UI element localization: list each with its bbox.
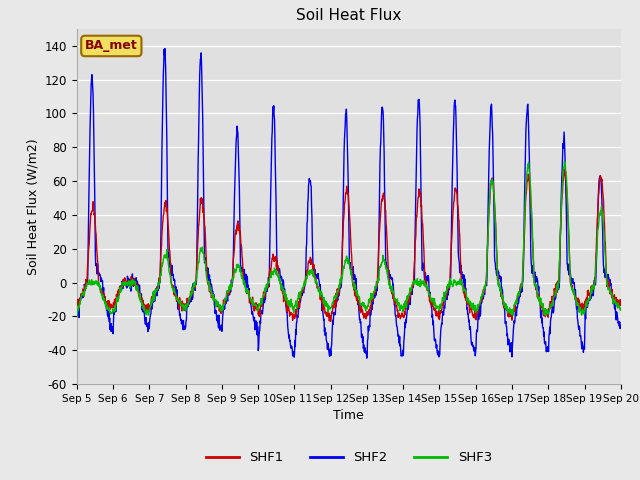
SHF1 xyxy=(617,297,625,302)
SHF2 xyxy=(617,323,625,328)
SHF3 xyxy=(505,308,513,314)
SHF2 xyxy=(553,289,561,295)
SHF2 xyxy=(195,158,202,164)
Line: SHF2: SHF2 xyxy=(77,48,621,358)
Line: SHF3: SHF3 xyxy=(77,162,621,316)
SHF3 xyxy=(553,286,561,292)
SHF1 xyxy=(194,240,202,246)
Line: SHF1: SHF1 xyxy=(77,169,621,321)
SHF1 xyxy=(255,310,262,315)
SHF1 xyxy=(434,311,442,317)
SHF1 xyxy=(553,280,561,286)
SHF3 xyxy=(181,303,189,309)
SHF1 xyxy=(505,307,513,312)
SHF3 xyxy=(73,312,81,317)
SHF2 xyxy=(434,348,442,353)
SHF2 xyxy=(505,336,513,342)
SHF3 xyxy=(617,305,625,311)
SHF1 xyxy=(180,303,188,309)
SHF2 xyxy=(255,334,263,339)
SHF2 xyxy=(181,323,189,329)
SHF3 xyxy=(195,259,202,265)
SHF3 xyxy=(74,313,81,319)
SHF3 xyxy=(255,301,263,307)
Title: Soil Heat Flux: Soil Heat Flux xyxy=(296,9,401,24)
SHF3 xyxy=(434,305,442,311)
SHF1 xyxy=(73,300,81,306)
Y-axis label: Soil Heat Flux (W/m2): Soil Heat Flux (W/m2) xyxy=(26,138,39,275)
SHF3 xyxy=(561,159,568,165)
SHF1 xyxy=(560,167,568,172)
Legend: SHF1, SHF2, SHF3: SHF1, SHF2, SHF3 xyxy=(200,446,497,470)
SHF1 xyxy=(327,318,335,324)
SHF2 xyxy=(73,325,81,331)
X-axis label: Time: Time xyxy=(333,409,364,422)
SHF2 xyxy=(161,46,169,51)
Text: BA_met: BA_met xyxy=(85,39,138,52)
SHF2 xyxy=(363,355,371,361)
